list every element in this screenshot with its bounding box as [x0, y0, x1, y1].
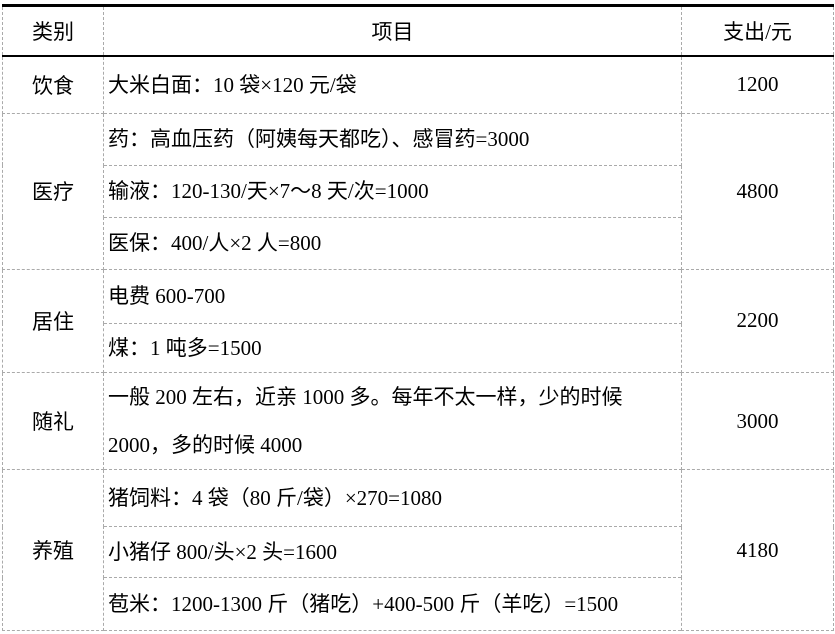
item-cell-medical-infusion: 输液：120-130/天×7～8 天/次=1000	[103, 164, 682, 218]
expense-cell-breeding: 4180	[681, 469, 834, 632]
table-row-breeding-1: 养殖 猪饲料：4 袋（80 斤/袋）×270=1080 4180	[2, 469, 834, 632]
table-row-housing-1: 居住 电费 600-700 2200	[2, 268, 834, 373]
expense-table: 类别 项目 支出/元 饮食 大米白面：10 袋×120 元/袋 1200 医疗 …	[2, 4, 834, 632]
item-cell-medical-insurance: 医保：400/人×2 人=800	[103, 216, 682, 270]
item-cell-medical-medicine: 药：高血压药（阿姨每天都吃）、感冒药=3000	[103, 112, 682, 166]
table-row-medical-1: 医疗 药：高血压药（阿姨每天都吃）、感冒药=3000 4800	[2, 112, 834, 270]
table-row-breeding-3: 苞米：1200-1300 斤（猪吃）+400-500 斤（羊吃）=1500	[3, 577, 834, 632]
item-cell-food-rice: 大米白面：10 袋×120 元/袋	[103, 55, 682, 114]
category-cell-medical: 医疗	[2, 112, 104, 270]
expense-cell-food: 1200	[681, 55, 834, 114]
table-row-medical-3: 医保：400/人×2 人=800	[3, 216, 834, 270]
table-row-food: 饮食 大米白面：10 袋×120 元/袋 1200	[2, 55, 834, 114]
header-item: 项目	[103, 4, 682, 57]
header-expense: 支出/元	[681, 4, 834, 57]
category-cell-housing: 居住	[2, 268, 104, 373]
expense-cell-gift: 3000	[681, 371, 834, 471]
item-cell-breeding-piglets: 小猪仔 800/头×2 头=1600	[103, 526, 682, 579]
item-cell-breeding-feed: 猪饲料：4 袋（80 斤/袋）×270=1080	[103, 469, 682, 528]
item-cell-breeding-corn: 苞米：1200-1300 斤（猪吃）+400-500 斤（羊吃）=1500	[103, 577, 682, 632]
table-row-medical-2: 输液：120-130/天×7～8 天/次=1000	[3, 164, 834, 218]
header-category: 类别	[2, 4, 104, 57]
category-cell-food: 饮食	[2, 55, 104, 114]
item-cell-gift: 一般 200 左右，近亲 1000 多。每年不太一样，少的时候 2000，多的时…	[103, 371, 682, 471]
expense-cell-housing: 2200	[681, 268, 834, 373]
header-row: 类别 项目 支出/元	[2, 4, 834, 57]
category-cell-breeding: 养殖	[2, 469, 104, 632]
item-cell-housing-coal: 煤：1 吨多=1500	[103, 322, 682, 373]
table-row-housing-2: 煤：1 吨多=1500	[3, 322, 834, 373]
item-cell-housing-electricity: 电费 600-700	[103, 268, 682, 324]
category-cell-gift: 随礼	[2, 371, 104, 471]
expense-cell-medical: 4800	[681, 112, 834, 270]
table-row-gift: 随礼 一般 200 左右，近亲 1000 多。每年不太一样，少的时候 2000，…	[2, 371, 834, 471]
